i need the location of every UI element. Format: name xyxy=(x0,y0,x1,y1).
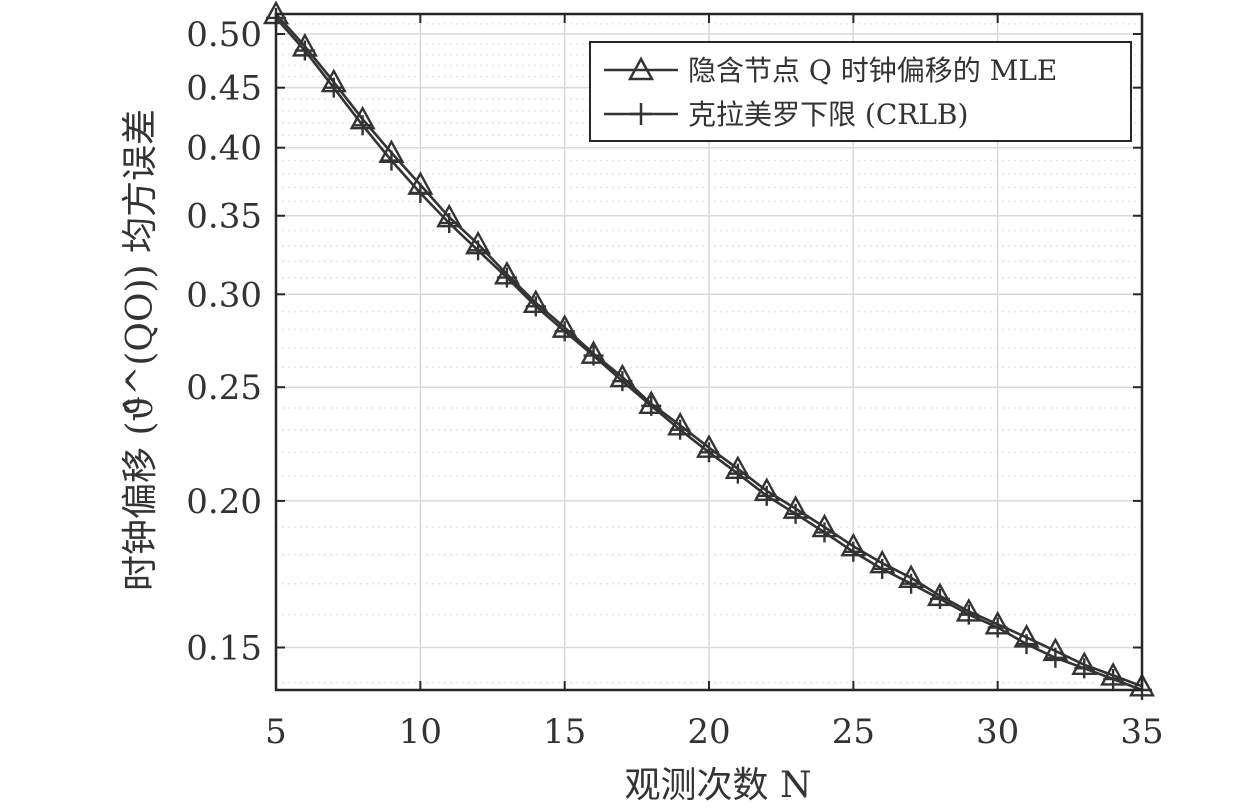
data-point-plus xyxy=(872,558,893,579)
y-tick-label: 0.25 xyxy=(186,368,262,408)
data-point-plus xyxy=(439,213,460,234)
data-point-plus xyxy=(814,522,835,543)
y-axis-label: 时钟偏移 (ϑ̂^(QO)) 均方误差 xyxy=(120,109,161,591)
x-axis-label: 观测次数 N xyxy=(625,765,812,806)
x-tick-label: 5 xyxy=(265,712,287,752)
x-axis-ticks: 5 10 15 20 25 30 35 xyxy=(265,14,1164,752)
y-tick-label: 0.15 xyxy=(186,629,262,669)
legend: 隐含节点 Q 时钟偏移的 MLE 克拉美罗下限 (CRLB) xyxy=(589,41,1132,142)
data-point-plus xyxy=(468,240,489,261)
y-tick-label: 0.50 xyxy=(186,15,262,55)
data-point-plus xyxy=(352,115,373,136)
data-point-plus xyxy=(987,617,1008,638)
y-tick-label: 0.40 xyxy=(186,129,262,169)
x-tick-label: 15 xyxy=(543,712,586,752)
y-tick-label: 0.20 xyxy=(186,482,262,522)
data-point-plus xyxy=(756,485,777,506)
data-point-plus xyxy=(727,463,748,484)
data-point-plus xyxy=(1103,669,1124,690)
x-tick-label: 35 xyxy=(1120,712,1163,752)
data-point-plus xyxy=(929,588,950,609)
data-point-plus xyxy=(612,371,633,392)
x-tick-label: 25 xyxy=(832,712,875,752)
data-point-plus xyxy=(323,77,344,98)
data-point-plus xyxy=(381,150,402,171)
data-point-plus xyxy=(699,442,719,463)
data-point-plus xyxy=(843,541,864,562)
data-point-plus xyxy=(641,395,662,416)
data-point-plus xyxy=(785,503,806,524)
data-point-plus xyxy=(525,296,546,317)
data-point-plus xyxy=(496,267,517,288)
y-tick-label: 0.30 xyxy=(186,275,262,315)
y-tick-label: 0.35 xyxy=(186,197,262,237)
legend-label-mle: 隐含节点 Q 时钟偏移的 MLE xyxy=(688,54,1057,87)
legend-label-crlb: 克拉美罗下限 (CRLB) xyxy=(688,98,968,131)
data-point-plus xyxy=(1074,658,1095,679)
legend-box xyxy=(589,41,1132,142)
x-tick-label: 10 xyxy=(399,712,442,752)
plot-area xyxy=(262,0,1156,700)
x-tick-label: 20 xyxy=(687,712,730,752)
data-point-plus xyxy=(294,40,315,61)
legend-marker-triangle xyxy=(627,56,655,81)
y-axis-ticks: 0.15 0.20 0.25 0.30 0.35 0.40 0.45 0.50 xyxy=(186,15,1142,669)
y-tick-label: 0.45 xyxy=(186,69,262,109)
data-point-plus xyxy=(901,573,922,594)
data-point-plus xyxy=(554,321,575,342)
x-tick-label: 30 xyxy=(976,712,1019,752)
data-point-plus xyxy=(670,419,691,440)
data-point-plus xyxy=(583,345,604,366)
data-point-plus xyxy=(410,182,431,203)
data-point-plus xyxy=(1045,647,1066,668)
data-point-plus xyxy=(1016,634,1037,655)
data-point-plus xyxy=(958,604,979,625)
